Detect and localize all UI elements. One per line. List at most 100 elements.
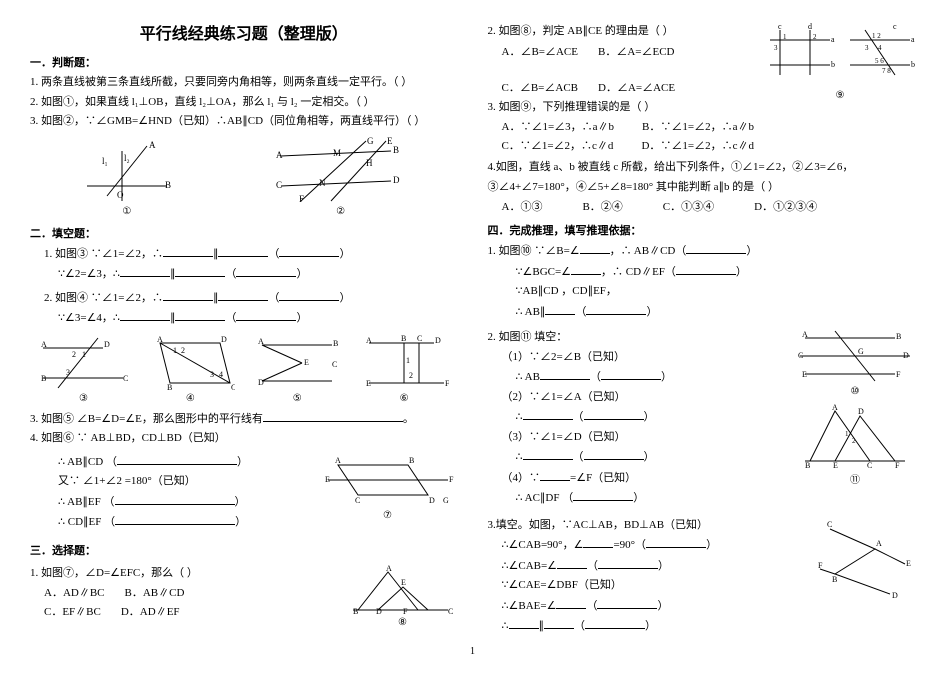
q2-4: 4. 如图⑥ ∵ AB⊥BD，CD⊥BD（已知） [30,430,458,447]
svg-text:1: 1 [845,430,849,438]
q2-4c: ∴ AB∥EF （） [30,493,318,511]
figure-2: AB CD GE MH N F ② [271,136,411,217]
q2-4d: ∴ CD∥EF （） [30,513,318,531]
svg-text:E: E [304,358,309,367]
rq4-opts: A．①③B．②④ C．①③④D．①②③④ [502,198,916,214]
svg-text:F: F [299,194,304,204]
r2j: （4）∵=∠F（已知） [488,469,796,487]
svg-text:F: F [403,607,408,616]
svg-text:D: D [429,496,435,505]
svg-text:7 8: 7 8 [882,67,891,75]
svg-text:2: 2 [409,371,413,380]
svg-text:F: F [445,379,449,388]
svg-text:E: E [366,379,371,388]
q2-4b: 又∵ ∠1+∠2 =180°（已知） [30,473,318,490]
svg-text:D: D [903,351,909,360]
svg-text:B: B [165,180,171,190]
svg-text:l₁: l₁ [102,156,108,166]
diagrams-3-6: AD BC 12 3 ③ AD BC 12 34 ④ [30,333,458,404]
svg-text:D: D [393,175,400,185]
r2d: （2）∵∠1=∠A（已知） [488,389,796,406]
svg-text:4: 4 [878,44,882,52]
figures-10-11: AB CD EF G ⑩ AD BE CF 12 ⑪ [795,326,915,510]
svg-text:3: 3 [774,44,778,52]
rq4: 4.如图，直线 a、b 被直线 c 所截，给出下列条件，①∠1=∠2，②∠3=∠… [488,159,916,176]
svg-text:B: B [167,383,172,392]
svg-text:A: A [876,539,882,548]
figure-8: AE BD FC ⑧ [348,562,458,628]
r3f: ∴∠BAE=∠（） [488,597,816,615]
svg-text:A: A [41,340,47,349]
svg-text:C: C [827,520,832,529]
svg-text:1: 1 [783,33,787,41]
figure-4: AD BC 12 34 ④ [145,333,235,404]
svg-text:C: C [355,496,360,505]
svg-text:c: c [778,22,782,31]
svg-text:O: O [117,190,124,200]
section-4-head: 四．完成推理，填写推理依据： [488,222,916,238]
r2: 2. 如图⑪ 填空： [488,329,796,346]
svg-text:A: A [258,337,264,346]
section-1-head: 一．判断题： [30,54,458,70]
r1b: ∵∠BGC=∠，∴ CD∥EF（） [488,263,916,281]
svg-text:1 2: 1 2 [872,32,881,40]
svg-text:C: C [798,351,803,360]
svg-text:A: A [802,330,808,339]
q3-1-options-b: C．EF∥BCD．AD∥EF [44,603,348,619]
svg-text:G: G [858,347,864,356]
q1-3: 3. 如图②，∵∠GMB=∠HND（已知）∴AB∥CD（同位角相等，两直线平行）… [30,113,458,130]
svg-text:D: D [221,335,227,344]
svg-text:b: b [831,60,835,69]
svg-text:B: B [832,575,837,584]
svg-text:E: E [325,475,330,484]
svg-text:2: 2 [181,346,185,355]
svg-text:D: D [104,340,110,349]
svg-text:3: 3 [66,368,70,377]
svg-text:A: A [366,336,372,345]
svg-text:a: a [831,35,835,44]
svg-text:5 6: 5 6 [875,57,884,65]
svg-text:C: C [448,607,453,616]
svg-text:D: D [858,407,864,416]
svg-text:C: C [123,374,128,383]
svg-text:3: 3 [865,44,869,52]
rq2: 2. 如图⑧，判定 AB∥CE 的理由是（ ） [488,23,766,40]
svg-text:E: E [833,461,838,470]
svg-text:1: 1 [406,356,410,365]
r3c: ∴∠CAB=∠（） [488,557,816,575]
r2e: ∴（） [488,408,796,426]
svg-text:E: E [387,136,393,146]
r1: 1. 如图⑩ ∵∠B=∠，∴ AB∥CD（） [488,242,916,260]
svg-text:B: B [353,607,358,616]
svg-text:B: B [333,339,338,348]
r3: 3.填空。如图，∵AC⊥AB，BD⊥AB（已知） [488,517,816,534]
r3a: ∴∠CAB=90°，∠=90°（） [488,536,816,554]
svg-text:B: B [401,334,406,343]
q2-2b: ∵∠3=∠4，∴∥（） [30,309,458,327]
svg-text:F: F [895,461,900,470]
svg-text:E: E [401,578,406,587]
svg-text:B: B [393,145,399,155]
svg-text:A: A [832,403,838,412]
svg-text:H: H [366,158,373,168]
svg-text:E: E [802,370,807,379]
q2-2a: 2. 如图④ ∵∠1=∠2，∴∥（） [30,289,458,307]
svg-text:2: 2 [72,350,76,359]
svg-text:G: G [367,136,374,146]
svg-text:E: E [906,559,911,568]
svg-text:1: 1 [173,346,177,355]
svg-text:D: D [892,591,898,600]
svg-text:G: G [443,496,449,505]
figure-3: AD BC 12 3 ③ [38,333,128,404]
svg-text:D: D [435,336,441,345]
q2-1b: ∵∠2=∠3，∴∥（） [30,265,458,283]
math-worksheet: 平行线经典练习题（整理版） 一．判断题： 1. 两条直线被第三条直线所截，只要同… [30,20,915,638]
svg-text:4: 4 [219,370,223,379]
svg-text:3: 3 [210,370,214,379]
q1-1: 1. 两条直线被第三条直线所截，只要同旁内角相等，则两条直线一定平行。（ ） [30,74,458,91]
svg-text:A: A [276,150,283,160]
svg-text:F: F [896,370,901,379]
svg-text:A: A [157,335,163,344]
svg-text:1: 1 [82,350,86,359]
left-column: 平行线经典练习题（整理版） 一．判断题： 1. 两条直线被第三条直线所截，只要同… [30,20,458,638]
